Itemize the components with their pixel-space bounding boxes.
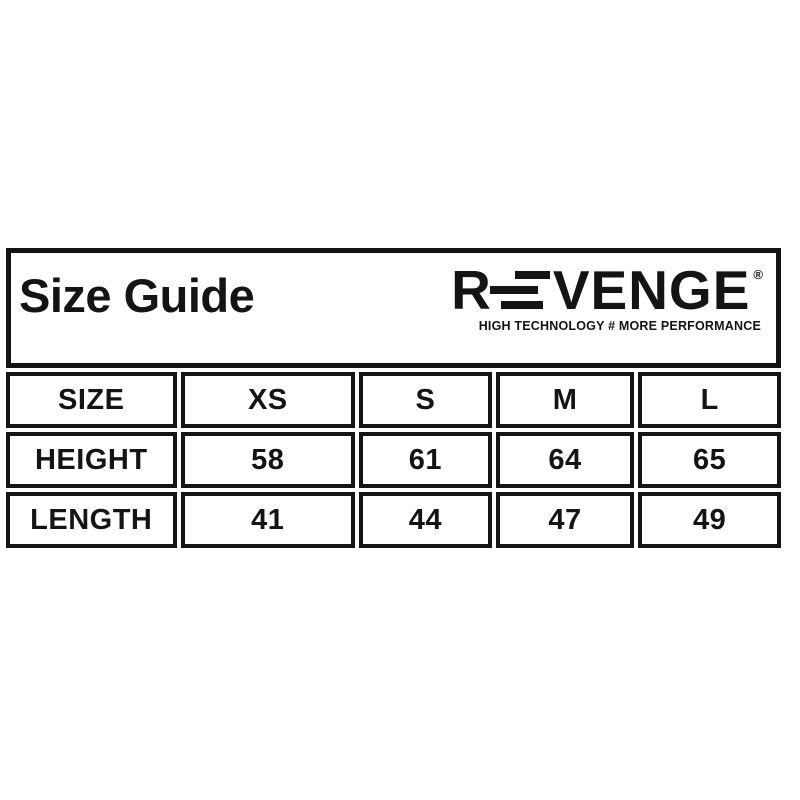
brand-letters-venge: VENGE — [552, 258, 751, 321]
cell-height-s: 61 — [359, 432, 492, 488]
brand-wordmark: R VENGE ® — [451, 258, 763, 321]
registered-trademark-icon: ® — [753, 266, 763, 282]
column-header-m: M — [495, 372, 635, 428]
cell-height-l: 65 — [638, 432, 781, 488]
column-header-s: S — [359, 372, 492, 428]
size-table: SIZE XS S M L HEIGHT 58 61 64 65 LENGTH … — [6, 372, 781, 548]
cell-height-m: 64 — [495, 432, 635, 488]
column-header-l: L — [638, 372, 781, 428]
cell-length-s: 44 — [359, 492, 492, 548]
tribar-top-bar — [514, 270, 550, 279]
size-guide-panel: Size Guide R VENGE ® HIGH TECHNOLOGY # M… — [6, 248, 781, 548]
size-guide-header: Size Guide R VENGE ® HIGH TECHNOLOGY # M… — [6, 248, 781, 368]
cell-height-xs: 58 — [180, 432, 356, 488]
row-label-length: LENGTH — [6, 492, 177, 548]
column-header-xs: XS — [180, 372, 356, 428]
cell-length-l: 49 — [638, 492, 781, 548]
brand-tribar-e-icon — [489, 269, 551, 311]
cell-length-xs: 41 — [180, 492, 356, 548]
cell-length-m: 47 — [495, 492, 635, 548]
tribar-middle-bar — [489, 285, 538, 294]
column-header-size: SIZE — [6, 372, 177, 428]
brand-tagline: HIGH TECHNOLOGY # MORE PERFORMANCE — [478, 318, 761, 333]
size-guide-title: Size Guide — [19, 268, 255, 322]
brand-logo: R VENGE ® HIGH TECHNOLOGY # MORE PERFORM… — [451, 258, 763, 333]
tribar-bottom-bar — [500, 300, 543, 309]
brand-letter-r: R — [451, 258, 492, 321]
row-label-height: HEIGHT — [6, 432, 177, 488]
